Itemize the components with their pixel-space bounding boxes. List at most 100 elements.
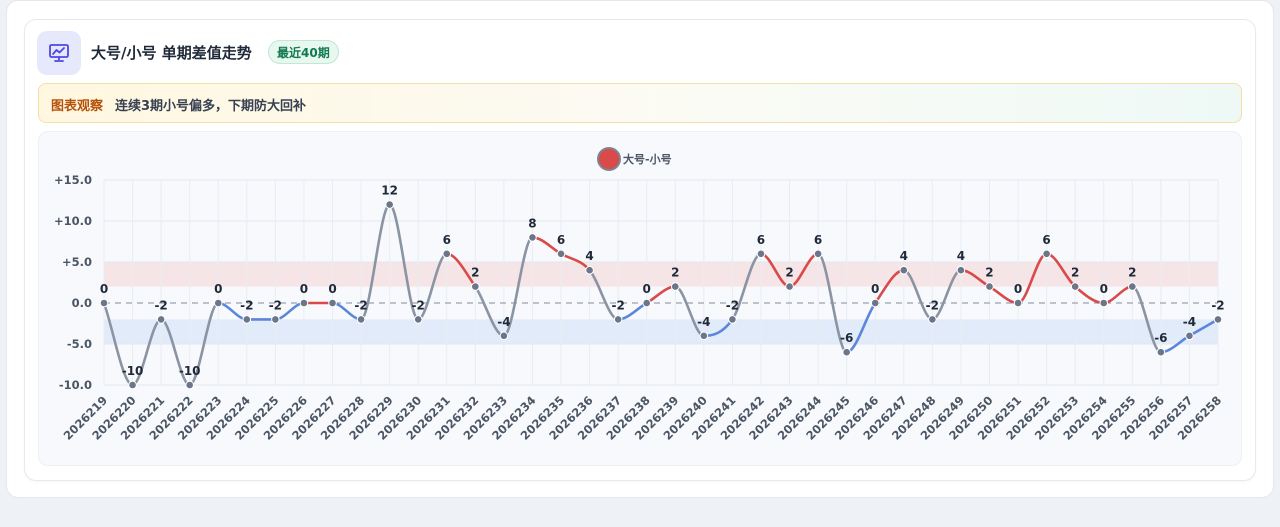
data-point [1099, 298, 1109, 308]
data-point [1042, 249, 1051, 259]
data-label: 0 [100, 282, 108, 296]
data-point [670, 282, 680, 291]
data-label: 0 [214, 282, 222, 296]
data-label: -2 [240, 298, 253, 312]
upper-band [104, 262, 1218, 287]
data-point [985, 282, 994, 291]
line-segment [816, 252, 848, 354]
data-point [813, 249, 823, 259]
data-point [528, 233, 537, 242]
y-tick-label: -5.0 [67, 337, 92, 351]
data-point [328, 298, 337, 308]
data-point [413, 315, 423, 324]
data-point [499, 331, 509, 341]
data-point [1070, 282, 1080, 291]
chart-title: 大号/小号 单期差值走势 [91, 44, 252, 62]
data-label: -6 [1154, 331, 1167, 345]
data-label: -4 [1183, 315, 1196, 329]
data-point [842, 347, 851, 357]
legend-swatch [597, 147, 621, 171]
lower-band [104, 319, 1218, 344]
data-label: 6 [443, 233, 451, 247]
y-tick-label: -10.0 [59, 378, 92, 392]
data-label: 12 [381, 184, 398, 198]
line-segment [1102, 285, 1134, 305]
data-point [385, 200, 394, 209]
data-label: 0 [300, 282, 308, 296]
data-label: 0 [1014, 282, 1022, 296]
data-label: -4 [497, 315, 510, 329]
data-point [99, 298, 109, 308]
data-label: 0 [1100, 282, 1108, 296]
data-point [185, 380, 194, 390]
data-points [99, 200, 1223, 390]
data-label: 0 [643, 282, 651, 296]
data-point [870, 298, 880, 308]
data-label: 6 [1042, 233, 1050, 247]
data-label: -10 [179, 364, 201, 378]
data-point [585, 265, 594, 275]
chart-panel: +15.0 +10.0 +5.0 0.0 -5.0 -10.0 0 -10 -2 -10 0 -2 -… [38, 131, 1242, 466]
data-point [156, 315, 166, 324]
grid: +15.0 +10.0 +5.0 0.0 -5.0 -10.0 [54, 173, 1219, 392]
data-point [471, 282, 480, 291]
legend-label: 大号-小号 [623, 152, 672, 166]
data-labels: 0 -10 -2 -10 0 -2 -2 0 0 -2 12 -2 6 2 -4 8 6 4 -2 0 2 -4 -2 6 2 6… [100, 184, 1225, 378]
data-label: 2 [671, 266, 679, 280]
data-point [1128, 282, 1137, 291]
observation-tag: 图表观察 [51, 99, 104, 114]
data-label: 6 [557, 233, 565, 247]
line-segment [502, 236, 534, 338]
y-tick-label: +5.0 [62, 255, 92, 269]
data-label: 2 [785, 266, 793, 280]
series-line [102, 203, 1220, 387]
data-label: -2 [269, 298, 282, 312]
data-point [356, 315, 366, 324]
data-point [1156, 347, 1166, 357]
data-label: 4 [585, 249, 593, 263]
observation-banner: 图表观察 连续3期小号偏多，下期防大回补 [38, 83, 1242, 123]
line-segment [359, 203, 391, 321]
legend[interactable]: 大号-小号 [597, 147, 672, 171]
data-label: -10 [122, 364, 144, 378]
data-point [728, 315, 737, 324]
data-point [1185, 331, 1194, 341]
data-point [271, 315, 280, 324]
y-tick-label: +10.0 [54, 214, 92, 228]
data-point [699, 331, 709, 341]
data-label: 2 [471, 266, 479, 280]
data-label: -2 [154, 298, 167, 312]
data-point [785, 282, 794, 291]
data-label: 8 [528, 216, 536, 230]
x-axis-labels: 2026219202622020262212026222202622320262… [61, 393, 1225, 443]
data-point [1213, 315, 1223, 324]
line-segment [388, 203, 420, 321]
data-point [928, 315, 937, 324]
data-point [299, 298, 309, 308]
data-label: 2 [985, 266, 993, 280]
data-label: -2 [926, 298, 939, 312]
data-label: 4 [957, 249, 965, 263]
data-point [956, 265, 966, 275]
data-label: -4 [697, 315, 710, 329]
data-label: -2 [1211, 298, 1224, 312]
chart-presentation-icon [37, 31, 81, 75]
data-point [1013, 298, 1023, 308]
data-point [242, 315, 252, 324]
data-label: -2 [412, 298, 425, 312]
data-point [613, 315, 623, 324]
data-label: 4 [900, 249, 908, 263]
data-point [642, 298, 652, 308]
line-segment [645, 285, 677, 305]
data-point [756, 249, 766, 259]
y-tick-label: +15.0 [54, 173, 92, 187]
data-label: 2 [1128, 266, 1136, 280]
data-label: 0 [328, 282, 336, 296]
data-label: 0 [871, 282, 879, 296]
data-point [213, 298, 223, 308]
observation-text: 连续3期小号偏多，下期防大回补 [115, 99, 307, 114]
data-point [442, 249, 452, 259]
data-point [899, 265, 909, 275]
data-point [556, 249, 566, 259]
data-label: -2 [611, 298, 624, 312]
